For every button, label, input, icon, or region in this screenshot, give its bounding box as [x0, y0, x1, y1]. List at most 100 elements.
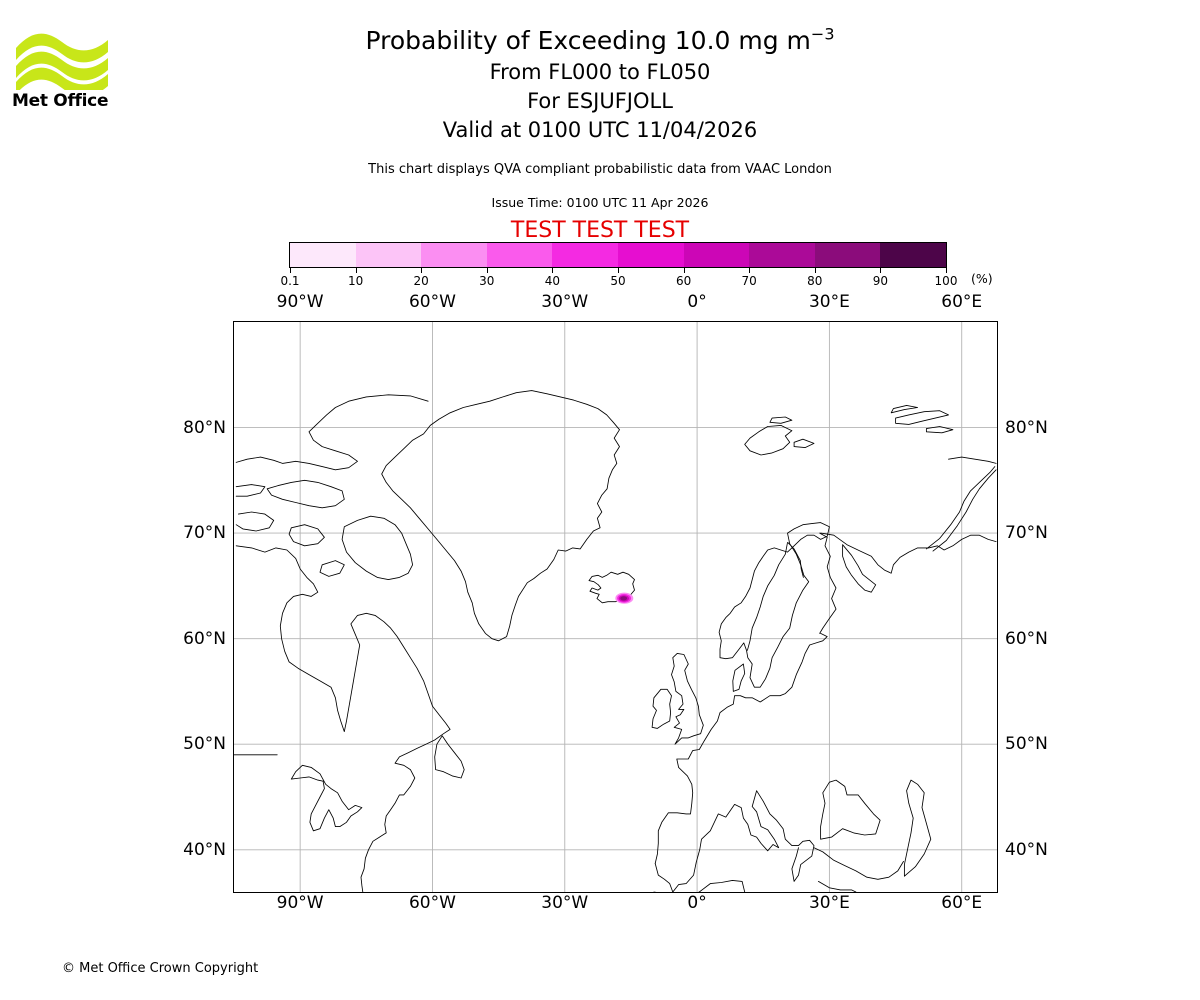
colorbar-tick-labels: 0.1 10 20 30 40 50 60 70 80 90 100: [280, 274, 957, 290]
lon-label-top-1: 60°W: [408, 292, 456, 312]
coastline-segment-27: [651, 688, 672, 729]
logo-wave-1: [16, 33, 108, 63]
coastline-segment-32: [820, 532, 997, 574]
coastline-segment-22: [746, 542, 788, 651]
lon-label-top-4: 30°E: [808, 292, 850, 312]
coastline-segment-26: [671, 652, 704, 745]
coastline-segment-7: [895, 410, 949, 425]
map-plot-area: [233, 321, 998, 893]
coastline-segment-10: [235, 394, 429, 471]
colorbar-tick-8: [814, 268, 816, 273]
coastline-segment-13: [235, 511, 275, 532]
lat-label-left-4: 40°N: [183, 839, 226, 860]
colorbar-tick-label-1: 10: [347, 274, 364, 288]
colorbar-segment-4: [486, 243, 553, 267]
coastline-segment-2: [744, 424, 793, 456]
lon-label-top-0: 90°W: [276, 292, 324, 312]
page-title-text: Probability of Exceeding 10.0 mg m: [365, 26, 811, 55]
coastline-segment-9: [925, 426, 954, 434]
coastline-segment-23: [787, 542, 804, 578]
probability-colorbar: 0.1 10 20 30 40 50 60 70 80 90 100: [280, 242, 957, 290]
lat-label-right-0: 80°N: [1005, 417, 1048, 438]
colorbar-tick-label-0: 0.1: [280, 274, 300, 288]
coastline-segment-28: [654, 632, 828, 864]
map-canvas: [234, 322, 997, 892]
lon-label-top-5: 60°E: [941, 292, 983, 312]
colorbar-segment-8: [749, 243, 815, 267]
volcano-line: For ESJUFJOLL: [527, 89, 673, 113]
coastline-segment-33: [842, 544, 877, 593]
coastline-segment-24: [819, 532, 837, 634]
colorbar-gradient: [289, 242, 947, 268]
colorbar-tick-7: [749, 268, 751, 273]
coastline-segment-15: [341, 515, 414, 581]
coastline-segment-36: [653, 879, 746, 892]
coastline-segment-37: [948, 456, 997, 464]
lat-label-left-3: 50°N: [183, 734, 226, 755]
ash-probability-plume: [615, 592, 634, 604]
colorbar-ticks: [289, 268, 947, 274]
colorbar-segment-3: [421, 243, 487, 267]
lon-label-bottom-1: 60°W: [408, 893, 456, 913]
colorbar-segment-9: [814, 243, 881, 267]
coastline-segment-25: [732, 663, 746, 692]
lat-label-right-2: 60°N: [1005, 628, 1048, 649]
colorbar-tick-label-3: 30: [479, 274, 495, 288]
map-coastlines: [234, 390, 997, 892]
issue-time: Issue Time: 0100 UTC 11 Apr 2026: [491, 195, 709, 210]
page-title: Probability of Exceeding 10.0 mg m−3: [0, 24, 1200, 58]
coastline-segment-34: [813, 847, 904, 880]
coastline-segment-21: [718, 522, 830, 688]
coastline-segment-0: [381, 390, 620, 642]
colorbar-tick-2: [421, 268, 423, 273]
lon-label-bottom-0: 90°W: [276, 893, 324, 913]
colorbar-segment-7: [683, 243, 750, 267]
logo-waves-icon: [16, 33, 108, 90]
coastline-segment-31: [903, 779, 932, 877]
lon-label-top-2: 30°W: [541, 292, 589, 312]
map-gridlines: [234, 322, 997, 892]
coastline-segment-14: [288, 524, 325, 547]
colorbar-tick-label-9: 90: [872, 274, 889, 288]
colorbar-tick-label-4: 40: [544, 274, 561, 288]
lon-label-bottom-5: 60°E: [941, 893, 983, 913]
colorbar-segment-10: [880, 243, 946, 267]
colorbar-tick-label-8: 80: [807, 274, 823, 288]
lon-label-top-3: 0°: [687, 292, 707, 312]
lon-label-bottom-4: 30°E: [808, 893, 850, 913]
lat-label-right-3: 50°N: [1005, 734, 1048, 755]
logo-wave-3: [16, 67, 108, 90]
flight-level-line: From FL000 to FL050: [489, 60, 711, 84]
page-title-exponent: −3: [810, 24, 835, 44]
coastline-segment-3: [769, 416, 793, 424]
colorbar-tick-label-7: 70: [741, 274, 757, 288]
lat-label-right-1: 70°N: [1005, 523, 1048, 544]
coastline-segment-29: [654, 790, 815, 892]
colorbar-tick-1: [355, 268, 357, 273]
colorbar-tick-label-2: 20: [413, 274, 429, 288]
lat-label-left-2: 60°N: [183, 628, 226, 649]
plume-contour-4: [620, 596, 628, 601]
coastline-segment-5: [925, 466, 996, 550]
colorbar-segment-6: [617, 243, 684, 267]
colorbar-segment-2: [355, 243, 422, 267]
lat-label-left-1: 70°N: [183, 523, 226, 544]
colorbar-tick-0: [290, 268, 291, 273]
colorbar-tick-9: [880, 268, 882, 273]
colorbar-segment-5: [552, 243, 618, 267]
colorbar-segment-1: [290, 243, 356, 267]
coastline-segment-16: [319, 560, 345, 577]
valid-time-line: Valid at 0100 UTC 11/04/2026: [442, 118, 758, 142]
lat-label-left-0: 80°N: [183, 417, 226, 438]
colorbar-tick-3: [486, 268, 488, 273]
coastline-segment-18: [290, 764, 363, 832]
lon-label-bottom-3: 0°: [687, 893, 707, 913]
colorbar-tick-6: [683, 268, 685, 273]
coastline-segment-19: [434, 735, 465, 779]
colorbar-tick-label-5: 50: [610, 274, 626, 288]
logo-wordmark: Met Office: [12, 91, 109, 111]
lat-label-right-4: 40°N: [1005, 839, 1048, 860]
coastline-segment-8: [890, 404, 919, 414]
colorbar-tick-label-10: 100: [934, 274, 958, 288]
coastline-segment-30: [820, 779, 881, 840]
